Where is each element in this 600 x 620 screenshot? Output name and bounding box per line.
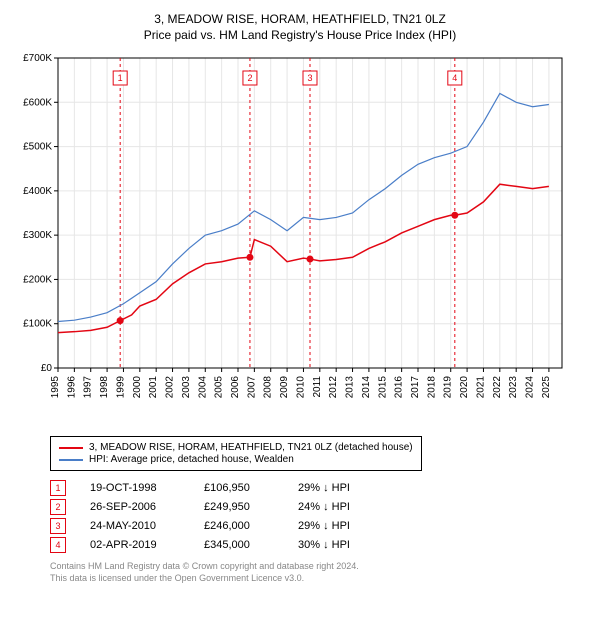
- svg-text:2013: 2013: [345, 376, 356, 399]
- svg-text:4: 4: [452, 73, 457, 83]
- legend-row: 3, MEADOW RISE, HORAM, HEATHFIELD, TN21 …: [59, 442, 413, 453]
- svg-text:2025: 2025: [541, 376, 552, 399]
- legend-label: HPI: Average price, detached house, Weal…: [89, 454, 294, 465]
- chart-title-block: 3, MEADOW RISE, HORAM, HEATHFIELD, TN21 …: [10, 12, 590, 42]
- svg-text:2000: 2000: [132, 376, 143, 399]
- svg-text:2020: 2020: [459, 376, 470, 399]
- svg-text:1: 1: [118, 73, 123, 83]
- svg-text:2006: 2006: [230, 376, 241, 399]
- svg-text:2002: 2002: [165, 376, 176, 399]
- svg-text:2017: 2017: [410, 376, 421, 399]
- sale-marker-icon: 1: [50, 480, 66, 496]
- svg-text:£100K: £100K: [23, 319, 52, 330]
- table-row: 1 19-OCT-1998 £106,950 29% ↓ HPI: [50, 480, 590, 496]
- svg-text:£0: £0: [41, 363, 53, 374]
- sales-table: 1 19-OCT-1998 £106,950 29% ↓ HPI 2 26-SE…: [50, 480, 590, 553]
- svg-text:2004: 2004: [197, 376, 208, 399]
- svg-text:1996: 1996: [66, 376, 77, 399]
- sale-marker-icon: 4: [50, 537, 66, 553]
- title-line-2: Price paid vs. HM Land Registry's House …: [10, 28, 590, 42]
- sale-price: £345,000: [204, 539, 274, 551]
- footnote: Contains HM Land Registry data © Crown c…: [50, 561, 590, 584]
- svg-text:2: 2: [247, 73, 252, 83]
- legend-label: 3, MEADOW RISE, HORAM, HEATHFIELD, TN21 …: [89, 442, 413, 453]
- table-row: 2 26-SEP-2006 £249,950 24% ↓ HPI: [50, 499, 590, 515]
- svg-text:£400K: £400K: [23, 186, 52, 197]
- sale-price: £246,000: [204, 520, 274, 532]
- sale-price: £249,950: [204, 501, 274, 513]
- sale-price: £106,950: [204, 482, 274, 494]
- svg-text:2024: 2024: [525, 376, 536, 399]
- svg-text:1999: 1999: [115, 376, 126, 399]
- svg-text:2012: 2012: [328, 376, 339, 399]
- footnote-line: Contains HM Land Registry data © Crown c…: [50, 561, 590, 573]
- svg-text:2022: 2022: [492, 376, 503, 399]
- svg-text:1998: 1998: [99, 376, 110, 399]
- svg-text:2019: 2019: [443, 376, 454, 399]
- legend-row: HPI: Average price, detached house, Weal…: [59, 454, 413, 465]
- sale-date: 26-SEP-2006: [90, 501, 180, 513]
- svg-text:£200K: £200K: [23, 274, 52, 285]
- sale-delta: 30% ↓ HPI: [298, 539, 378, 551]
- svg-text:1995: 1995: [50, 376, 61, 399]
- title-line-1: 3, MEADOW RISE, HORAM, HEATHFIELD, TN21 …: [10, 12, 590, 26]
- svg-text:2016: 2016: [394, 376, 405, 399]
- svg-text:2008: 2008: [263, 376, 274, 399]
- sale-date: 24-MAY-2010: [90, 520, 180, 532]
- price-chart: £0 £100K £200K £300K £400K £500K £600K £700K 199…: [10, 50, 570, 430]
- svg-text:3: 3: [307, 73, 312, 83]
- sale-delta: 24% ↓ HPI: [298, 501, 378, 513]
- svg-text:£500K: £500K: [23, 142, 52, 153]
- footnote-line: This data is licensed under the Open Gov…: [50, 573, 590, 585]
- svg-text:2014: 2014: [361, 376, 372, 399]
- svg-text:2023: 2023: [508, 376, 519, 399]
- legend-swatch: [59, 447, 83, 449]
- table-row: 4 02-APR-2019 £345,000 30% ↓ HPI: [50, 537, 590, 553]
- svg-text:2009: 2009: [279, 376, 290, 399]
- svg-text:2007: 2007: [246, 376, 257, 399]
- svg-text:2011: 2011: [312, 376, 323, 398]
- sale-date: 02-APR-2019: [90, 539, 180, 551]
- sale-marker-icon: 3: [50, 518, 66, 534]
- svg-text:1997: 1997: [83, 376, 94, 399]
- table-row: 3 24-MAY-2010 £246,000 29% ↓ HPI: [50, 518, 590, 534]
- svg-text:2003: 2003: [181, 376, 192, 399]
- sale-date: 19-OCT-1998: [90, 482, 180, 494]
- svg-text:2005: 2005: [214, 376, 225, 399]
- sale-delta: 29% ↓ HPI: [298, 482, 378, 494]
- svg-text:£600K: £600K: [23, 97, 52, 108]
- svg-text:£300K: £300K: [23, 230, 52, 241]
- legend: 3, MEADOW RISE, HORAM, HEATHFIELD, TN21 …: [50, 436, 422, 471]
- svg-text:£700K: £700K: [23, 53, 52, 64]
- svg-text:2018: 2018: [426, 376, 437, 399]
- svg-text:2010: 2010: [295, 376, 306, 399]
- sale-delta: 29% ↓ HPI: [298, 520, 378, 532]
- svg-text:2015: 2015: [377, 376, 388, 399]
- sale-marker-icon: 2: [50, 499, 66, 515]
- legend-swatch: [59, 459, 83, 461]
- svg-text:2001: 2001: [148, 376, 159, 399]
- svg-text:2021: 2021: [475, 376, 486, 399]
